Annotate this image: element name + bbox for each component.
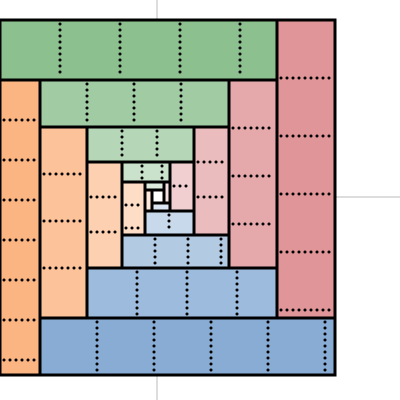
spiral-block bbox=[0, 80, 40, 375]
spiral-block bbox=[145, 190, 152, 211]
center-cell bbox=[150, 188, 166, 205]
spiral-block bbox=[277, 20, 335, 318]
spiral-block bbox=[87, 162, 122, 268]
spiral-block bbox=[145, 182, 164, 190]
spiral-block bbox=[87, 127, 194, 162]
spiral-block bbox=[122, 235, 229, 268]
spiral-block bbox=[87, 268, 277, 318]
spiral-block bbox=[122, 182, 145, 235]
spiral-block bbox=[229, 80, 277, 268]
spiral-block bbox=[0, 20, 277, 80]
spiral-block bbox=[164, 182, 170, 203]
spiral-block bbox=[152, 203, 170, 211]
spiral-block bbox=[40, 318, 335, 375]
spiral-block bbox=[194, 127, 229, 235]
spiral-block bbox=[40, 127, 87, 318]
spiral-block bbox=[122, 162, 170, 182]
